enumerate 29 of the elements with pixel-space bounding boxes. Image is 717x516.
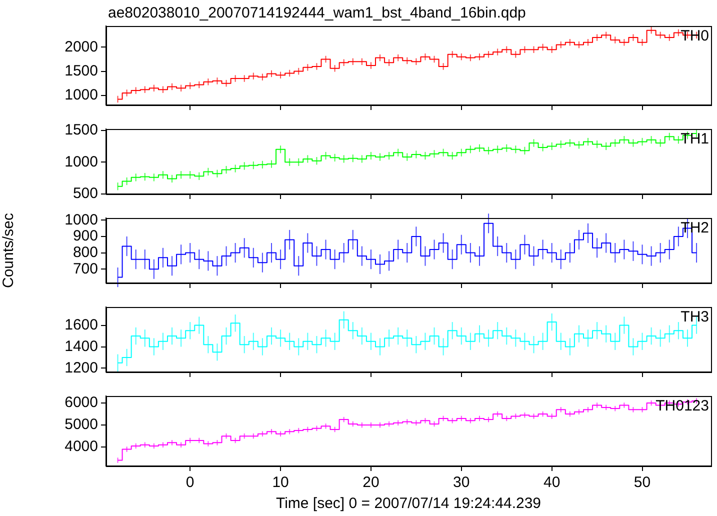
annotation: TH3 bbox=[680, 308, 709, 326]
y-tick-label: 1000 bbox=[64, 86, 98, 104]
y-tick-label: 800 bbox=[72, 244, 98, 261]
annotation: TH1 bbox=[680, 130, 709, 148]
y-tick-label: 500 bbox=[72, 185, 98, 202]
x-tick-label: 0 bbox=[186, 474, 194, 492]
y-axis-title: Counts/sec bbox=[0, 212, 18, 288]
y-tick-label: 2000 bbox=[64, 38, 98, 56]
y-tick-label: 1000 bbox=[64, 211, 98, 228]
x-tick-label: 50 bbox=[634, 474, 651, 492]
y-tick-label: 1200 bbox=[64, 359, 98, 376]
y-tick-label: 1500 bbox=[64, 121, 98, 138]
x-tick-label: 30 bbox=[453, 474, 470, 492]
y-tick-label: 1600 bbox=[64, 316, 98, 334]
y-tick-label: 900 bbox=[72, 228, 98, 245]
y-tick-label: 1000 bbox=[64, 153, 98, 170]
chart-title: ae802038010_20070714192444_wam1_bst_4band_16bin.qdp bbox=[108, 4, 526, 22]
y-tick-label: 5000 bbox=[64, 416, 98, 434]
annotation: TH0123 bbox=[656, 398, 709, 415]
x-tick-label: 40 bbox=[543, 474, 560, 492]
y-tick-label: 1500 bbox=[64, 62, 98, 80]
x-tick-label: 20 bbox=[362, 474, 380, 492]
y-tick-label: 6000 bbox=[64, 394, 98, 412]
annotation: TH0 bbox=[680, 28, 709, 45]
x-axis-title: Time [sec] 0 = 2007/07/14 19:24:44.239 bbox=[276, 495, 542, 512]
y-tick-label: 700 bbox=[72, 260, 98, 278]
x-tick-label: 10 bbox=[272, 474, 289, 492]
y-tick-label: 1400 bbox=[64, 338, 98, 355]
y-tick-label: 4000 bbox=[64, 438, 98, 456]
